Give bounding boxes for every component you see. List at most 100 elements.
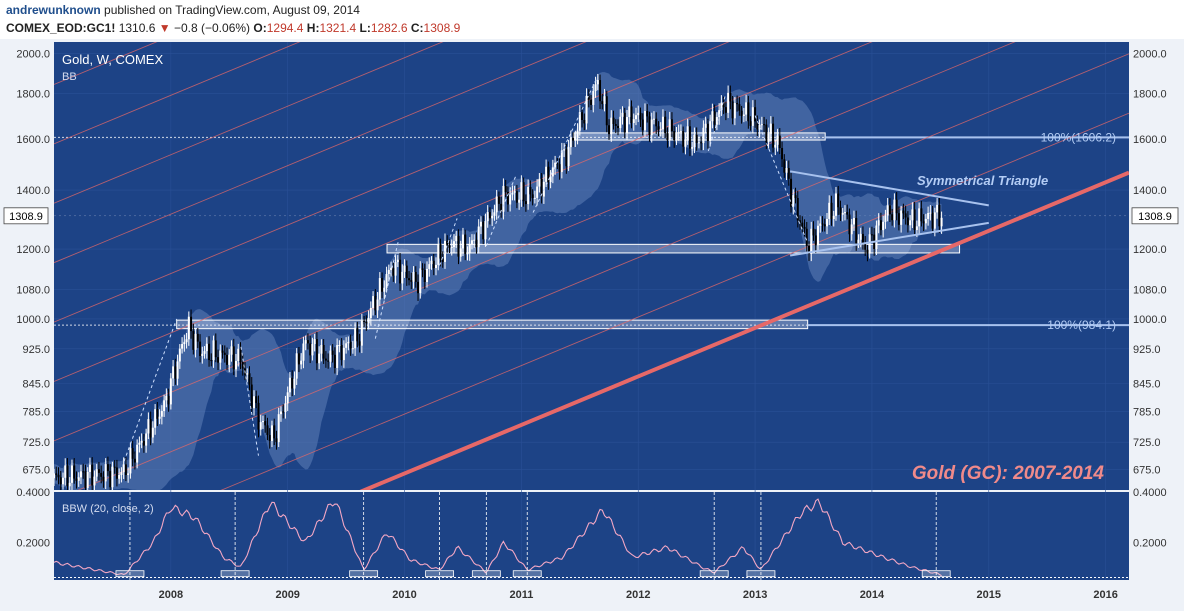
candle-49 <box>163 394 166 417</box>
candle-body-393 <box>936 204 939 213</box>
candle-body-147 <box>383 287 386 292</box>
candle-body-33 <box>127 473 130 476</box>
candle-body-255 <box>626 117 629 133</box>
candle-body-364 <box>870 234 873 236</box>
candle-body-88 <box>250 384 253 409</box>
candle-273 <box>666 127 669 148</box>
candle-body-360 <box>861 233 864 244</box>
candle-207 <box>518 192 521 210</box>
candle-body-106 <box>291 377 294 389</box>
candle-291 <box>706 118 709 149</box>
candles <box>54 73 943 490</box>
candle-238 <box>587 89 590 108</box>
candle-313 <box>756 115 759 136</box>
candle-body-213 <box>531 194 534 199</box>
candle-362 <box>866 244 869 262</box>
candle-body-313 <box>756 121 759 130</box>
candle-124 <box>331 344 334 363</box>
candle-body-11 <box>77 477 80 481</box>
candle-228 <box>565 144 568 174</box>
x-tick-6: 2014 <box>860 589 885 601</box>
candle-body-267 <box>652 118 655 120</box>
candle-body-390 <box>929 212 932 214</box>
trend-arrow-1 <box>240 346 259 456</box>
candle-211 <box>527 179 530 210</box>
candle-302 <box>731 96 734 125</box>
candle-body-305 <box>738 104 741 111</box>
candle-252 <box>619 109 622 134</box>
candle-body-130 <box>345 343 348 348</box>
candle-body-209 <box>522 182 525 202</box>
candle-body-134 <box>354 327 357 349</box>
candle-101 <box>279 406 282 422</box>
candle-body-285 <box>693 134 696 148</box>
candle-body-251 <box>617 125 620 129</box>
close-label: C: <box>410 21 424 35</box>
candle-body-1 <box>55 473 58 475</box>
candle-281 <box>684 132 687 155</box>
candle-116 <box>313 333 316 352</box>
candle-326 <box>785 160 788 181</box>
open-label: O: <box>253 21 267 35</box>
candle-body-25 <box>109 471 112 488</box>
candle-243 <box>599 74 602 109</box>
candle-251 <box>617 119 620 136</box>
candle-75 <box>221 345 224 359</box>
candle-body-273 <box>666 133 669 141</box>
candle-24 <box>106 456 109 476</box>
candle-334 <box>803 219 806 237</box>
candle-body-179 <box>455 235 458 242</box>
candle-body-65 <box>199 341 202 357</box>
candle-149 <box>387 264 390 282</box>
candle-78 <box>228 349 231 373</box>
candle-body-15 <box>86 471 89 489</box>
candle-body-186 <box>470 240 473 245</box>
candle-13 <box>82 463 85 479</box>
candle-body-283 <box>688 126 691 149</box>
candle-245 <box>603 88 606 112</box>
candle-body-222 <box>551 167 554 177</box>
candle-body-312 <box>754 107 757 122</box>
candle-312 <box>754 99 757 128</box>
candle-133 <box>351 340 354 354</box>
candle-body-153 <box>396 259 399 263</box>
candle-body-105 <box>288 377 291 393</box>
candle-body-336 <box>808 245 811 254</box>
candle-394 <box>938 197 941 233</box>
candle-107 <box>293 371 296 396</box>
candle-315 <box>760 116 763 130</box>
candle-104 <box>286 386 289 411</box>
candle-272 <box>664 110 667 138</box>
candle-319 <box>769 116 772 142</box>
price-chart[interactable]: 2000.0 2000.0 1800.0 1800.0 1600.0 1600.0 1400… <box>0 39 1184 611</box>
candle-11 <box>77 472 80 487</box>
down-arrow-icon: ▼ <box>158 21 171 35</box>
candle-body-266 <box>650 119 653 136</box>
zone-1200 <box>386 243 961 254</box>
candle-55 <box>176 354 179 386</box>
y-tick-right-7: 925.0 <box>1133 344 1161 356</box>
candle-257 <box>630 100 633 129</box>
author-link[interactable]: andrewunknown <box>6 3 101 17</box>
candle-234 <box>578 105 581 136</box>
candle-body-347 <box>832 215 835 220</box>
candle-141 <box>369 301 372 325</box>
candle-body-99 <box>275 438 278 443</box>
candle-215 <box>536 179 539 206</box>
squeeze-box-5 <box>512 570 542 578</box>
candle-200 <box>502 178 505 220</box>
candle-188 <box>475 232 478 254</box>
y-tick-left-3: 1400.0 <box>16 185 50 197</box>
candle-body-338 <box>812 228 815 236</box>
candle-body-126 <box>336 345 339 368</box>
candle-160 <box>412 266 415 289</box>
indicator-pane[interactable] <box>54 492 1129 580</box>
candle-152 <box>394 255 397 284</box>
candle-body-13 <box>82 471 85 473</box>
candle-167 <box>428 257 431 277</box>
candle-body-239 <box>590 99 593 105</box>
candle-body-98 <box>273 425 276 439</box>
candle-244 <box>601 93 604 110</box>
channel-line-2 <box>77 53 1129 490</box>
